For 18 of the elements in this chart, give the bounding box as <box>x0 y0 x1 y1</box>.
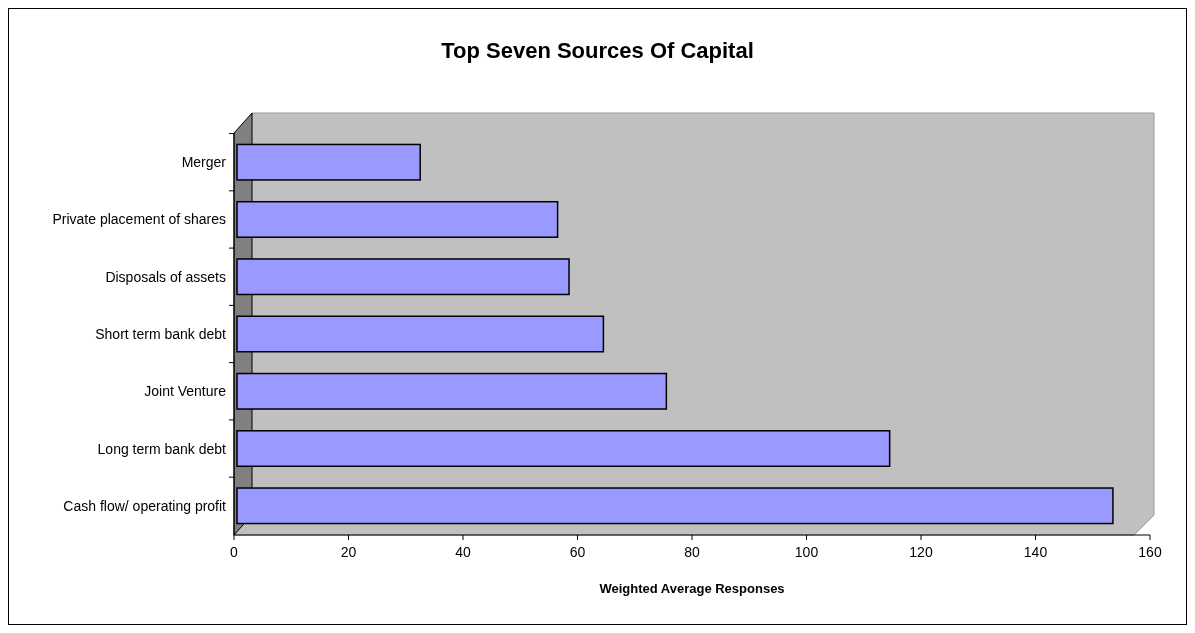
y-tick-label: Joint Venture <box>144 383 227 400</box>
y-tick-label: Private placement of shares <box>52 211 226 228</box>
x-tick-label: 120 <box>909 544 933 560</box>
x-axis-title: Weighted Average Responses <box>599 581 785 596</box>
x-tick-label: 100 <box>794 544 819 560</box>
x-tick-label: 80 <box>684 544 700 560</box>
y-tick-label: Long term bank debt <box>97 440 227 457</box>
x-tick-label: 140 <box>1023 544 1048 560</box>
y-tick-label: Merger <box>181 154 227 171</box>
y-tick-label: Disposals of assets <box>105 268 226 285</box>
chart-title: Top Seven Sources Of Capital <box>441 38 754 63</box>
y-tick-label: Cash flow/ operating profit <box>63 497 227 514</box>
x-tick-label: 40 <box>455 544 471 560</box>
x-tick-label: 60 <box>569 544 586 560</box>
y-tick-label: Short term bank debt <box>95 326 227 342</box>
x-tick-label: 20 <box>340 544 357 560</box>
x-tick-label: 0 <box>230 544 239 560</box>
x-tick-label: 160 <box>1138 544 1162 560</box>
